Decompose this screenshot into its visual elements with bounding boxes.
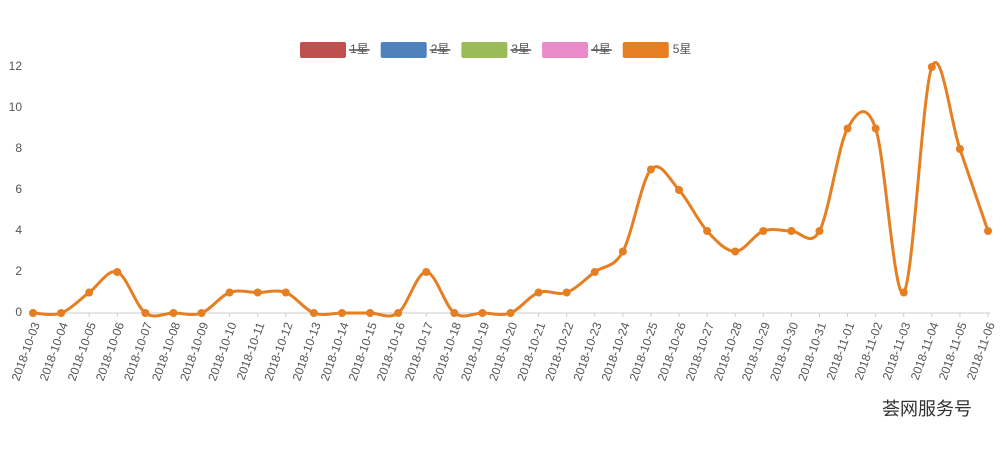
point [394, 309, 403, 317]
point [29, 309, 37, 317]
legend-label[interactable]: 1星 [350, 42, 369, 56]
point [422, 268, 431, 276]
point [590, 268, 599, 276]
y-tick-label: 10 [9, 100, 23, 114]
point [871, 124, 880, 133]
point [646, 165, 655, 174]
legend-label[interactable]: 5星 [673, 42, 692, 56]
legend-swatch[interactable] [622, 42, 669, 58]
point [843, 124, 852, 133]
point [534, 288, 543, 297]
point [366, 309, 375, 317]
line [32, 61, 990, 318]
legend-label[interactable]: 2星 [431, 42, 450, 56]
point [225, 288, 234, 297]
point [955, 145, 964, 153]
point [57, 309, 66, 317]
y-tick-label: 2 [15, 264, 22, 278]
point [309, 309, 318, 317]
point [506, 309, 515, 317]
point [337, 309, 346, 317]
watermark: 荟网服务号 [882, 399, 972, 419]
point [169, 309, 178, 317]
point [703, 227, 712, 235]
point [85, 288, 94, 297]
y-tick-label: 8 [15, 141, 22, 155]
point [618, 247, 627, 256]
legend-label[interactable]: 3星 [511, 42, 530, 56]
point [899, 288, 908, 297]
y-tick-label: 0 [15, 305, 22, 319]
legend-swatch[interactable] [300, 42, 346, 58]
point [675, 186, 684, 194]
point [759, 227, 768, 235]
y-tick-label: 12 [9, 59, 23, 73]
point [927, 63, 936, 71]
x-tick-label: 2018-11-06 [964, 320, 998, 382]
y-tick-label: 6 [15, 182, 22, 196]
point [562, 288, 571, 297]
point [478, 309, 487, 317]
point [984, 227, 992, 235]
point [141, 309, 150, 317]
point [281, 288, 290, 297]
point [253, 288, 262, 297]
legend-swatch[interactable] [461, 42, 508, 58]
point [197, 309, 206, 317]
legend-swatch[interactable] [380, 42, 427, 58]
legend-label[interactable]: 4星 [592, 42, 611, 56]
point [450, 309, 459, 317]
point [787, 227, 796, 235]
point [815, 227, 824, 235]
point [731, 247, 740, 256]
point [113, 268, 122, 276]
legend-swatch[interactable] [542, 42, 589, 58]
y-tick-label: 4 [15, 223, 22, 237]
